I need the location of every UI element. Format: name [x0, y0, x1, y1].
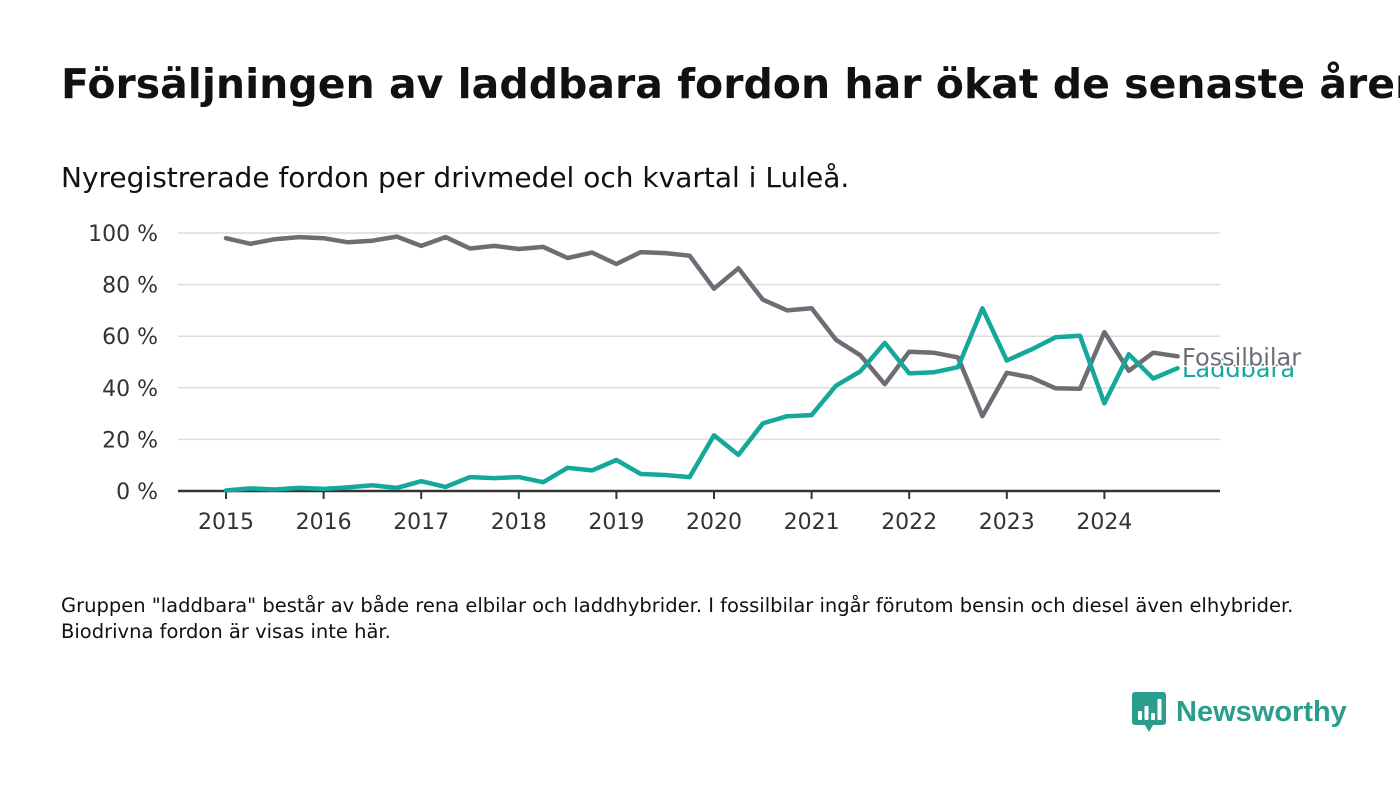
x-tick-label: 2015	[198, 510, 254, 535]
brand-name: Newsworthy	[1176, 695, 1347, 728]
y-axis-tick-labels: 0 % 20 % 40 % 60 % 80 % 100 %	[88, 222, 158, 505]
y-tick-label: 100 %	[88, 222, 158, 247]
series-line-laddbara	[223, 306, 1180, 493]
y-tick-label: 0 %	[116, 480, 158, 505]
gridlines	[178, 232, 1220, 493]
x-tick-label: 2017	[393, 510, 449, 535]
newsworthy-logo-icon	[1132, 692, 1166, 732]
x-tick-label: 2016	[296, 510, 352, 535]
x-axis-tick-labels: 2015 2016 2017 2018 2019 2020 2021 2022 2023 2024	[198, 491, 1132, 535]
line-chart: 0 %20 %40 %60 %80 %100 % 2015 2016 2017 201…	[88, 222, 1303, 535]
series-label-laddbara: Laddbara	[1182, 355, 1295, 383]
series-lines	[223, 234, 1180, 493]
x-tick-label: 2023	[979, 510, 1035, 535]
y-tick-label: 80 %	[102, 274, 158, 299]
x-tick-label: 2018	[491, 510, 547, 535]
y-tick-label: 60 %	[102, 325, 158, 350]
series-line-fossilbilar	[223, 234, 1180, 419]
series-label-fossilbilar: Fossilbilar	[1182, 343, 1301, 371]
footnote: Gruppen "laddbara" består av både rena e…	[61, 594, 1294, 643]
x-tick-label: 2022	[881, 510, 937, 535]
chart-subtitle: Nyregistrerade fordon per drivmedel och …	[61, 161, 850, 194]
y-tick-label: 20 %	[102, 428, 158, 453]
chart-title: Försäljningen av laddbara fordon har öka…	[61, 60, 1400, 108]
x-tick-label: 2024	[1076, 510, 1132, 535]
y-tick-label: 40 %	[102, 377, 158, 402]
x-tick-label: 2020	[686, 510, 742, 535]
brand-logo: Newsworthy	[1132, 690, 1347, 734]
x-tick-label: 2019	[588, 510, 644, 535]
x-tick-label: 2021	[784, 510, 840, 535]
